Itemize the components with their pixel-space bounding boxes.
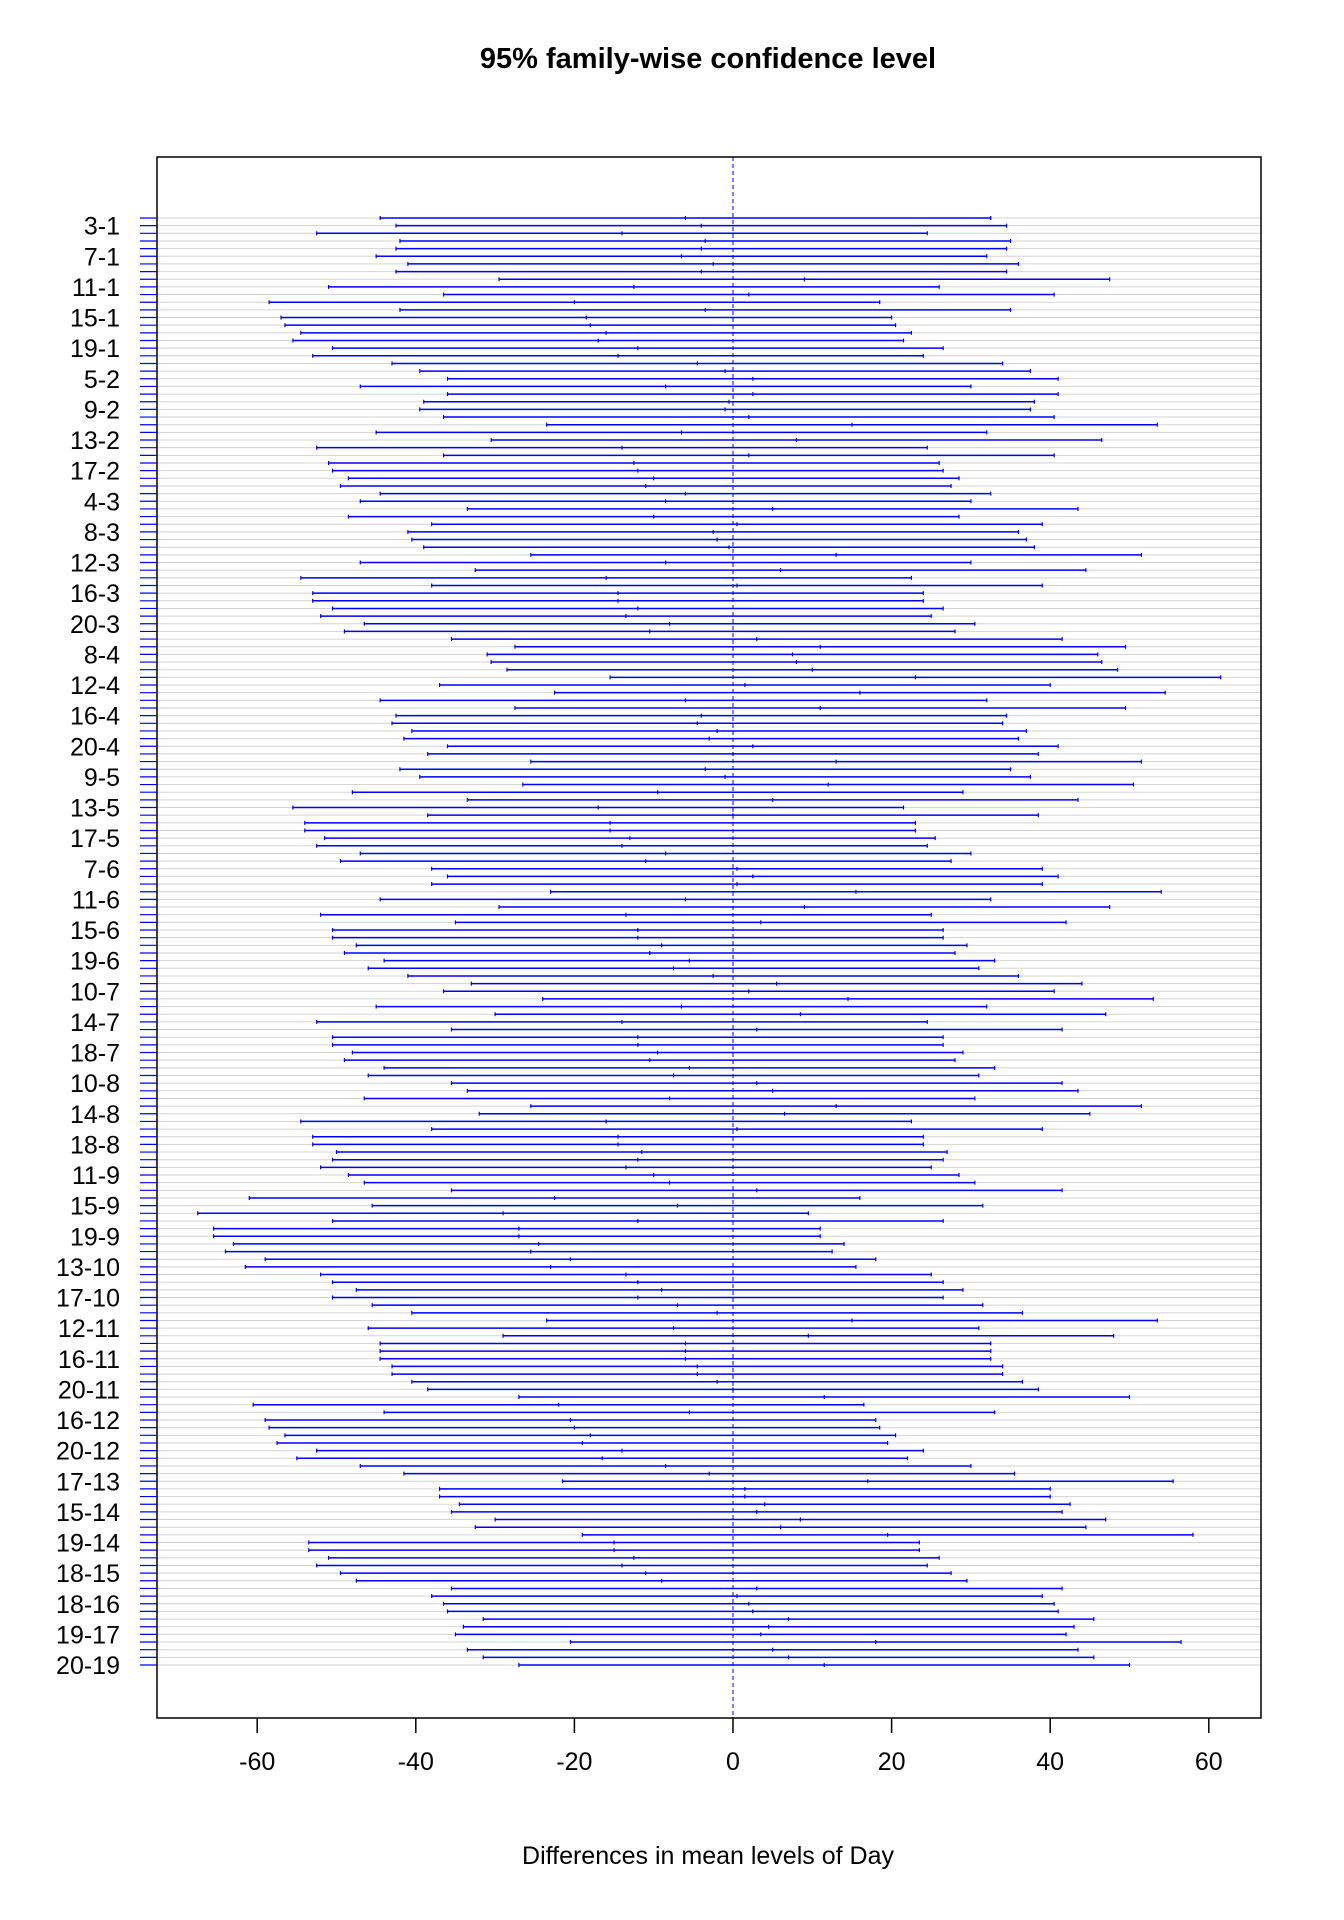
y-axis: 3-17-1 11-1 15-119-1 5-29-2 13-2 17-24-3 8-3 12… (56, 213, 157, 1680)
y-tick-label-11-1: 11-1 (72, 274, 120, 302)
y-tick-label-20-4: 20-4 (70, 733, 120, 761)
y-tick-label-14-8: 14-8 (70, 1101, 120, 1129)
y-tick-label-15-6: 15-6 (70, 917, 120, 945)
y-tick-label-20-12: 20-12 (56, 1438, 120, 1466)
x-tick-label--40: -40 (398, 1748, 434, 1776)
x-tick-label--60: -60 (239, 1748, 275, 1776)
x-tick-label-40: 40 (1036, 1748, 1064, 1776)
y-tick-label-18-8: 18-8 (70, 1131, 120, 1159)
y-tick-label-15-9: 15-9 (70, 1193, 120, 1221)
y-tick-label-20-11: 20-11 (58, 1376, 120, 1404)
y-tick-label-7-6: 7-6 (84, 856, 120, 884)
y-tick-label-17-10: 17-10 (56, 1285, 120, 1313)
y-tick-label-16-3: 16-3 (70, 580, 120, 608)
y-tick-label-16-4: 16-4 (70, 703, 120, 731)
y-tick-label-18-16: 18-16 (56, 1591, 120, 1619)
y-tick-label-17-13: 17-13 (56, 1468, 120, 1496)
x-tick-label--20: -20 (556, 1748, 592, 1776)
chart-title: 95% family-wise confidence level (480, 43, 936, 75)
y-tick-label-3-1: 3-1 (84, 213, 120, 241)
y-tick-label-12-3: 12-3 (70, 550, 120, 578)
x-tick-label-20: 20 (878, 1748, 906, 1776)
y-tick-label-19-1: 19-1 (70, 335, 120, 363)
y-tick-label-20-19: 20-19 (56, 1652, 120, 1680)
y-tick-label-16-11: 16-11 (58, 1346, 120, 1374)
y-tick-label-9-2: 9-2 (84, 396, 120, 424)
y-tick-label-9-5: 9-5 (84, 764, 120, 792)
y-tick-label-5-2: 5-2 (84, 366, 120, 394)
y-tick-label-19-14: 19-14 (56, 1530, 120, 1558)
y-tick-label-12-4: 12-4 (70, 672, 120, 700)
y-tick-label-17-5: 17-5 (70, 825, 120, 853)
y-tick-label-19-9: 19-9 (70, 1223, 120, 1251)
y-tick-label-20-3: 20-3 (70, 611, 120, 639)
y-tick-label-11-6: 11-6 (72, 886, 120, 914)
y-tick-label-11-9: 11-9 (72, 1162, 120, 1190)
y-tick-label-12-11: 12-11 (58, 1315, 120, 1343)
y-tick-label-19-17: 19-17 (56, 1621, 120, 1649)
y-tick-label-13-5: 13-5 (70, 795, 120, 823)
y-tick-label-10-8: 10-8 (70, 1070, 120, 1098)
x-axis: -60 -40 -20 0 20 40 60 (239, 1718, 1223, 1776)
x-tick-label-60: 60 (1195, 1748, 1223, 1776)
y-tick-label-19-6: 19-6 (70, 948, 120, 976)
y-tick-label-10-7: 10-7 (70, 978, 120, 1006)
x-tick-label-0: 0 (726, 1748, 740, 1776)
y-tick-label-15-1: 15-1 (70, 305, 120, 333)
y-tick-label-8-4: 8-4 (84, 641, 120, 669)
y-tick-label-15-14: 15-14 (56, 1499, 120, 1527)
y-tick-label-14-7: 14-7 (70, 1009, 120, 1037)
y-tick-label-16-12: 16-12 (56, 1407, 120, 1435)
y-tick-label-7-1: 7-1 (84, 243, 120, 271)
y-tick-label-17-2: 17-2 (70, 458, 120, 486)
y-tick-label-4-3: 4-3 (84, 488, 120, 516)
y-tick-label-18-15: 18-15 (56, 1560, 120, 1588)
y-tick-label-13-10: 13-10 (56, 1254, 120, 1282)
y-tick-label-8-3: 8-3 (84, 519, 120, 547)
x-axis-title: Differences in mean levels of Day (522, 1842, 894, 1870)
interval-series (197, 216, 1222, 1667)
y-tick-label-13-2: 13-2 (70, 427, 120, 455)
y-tick-label-18-7: 18-7 (70, 1040, 120, 1068)
